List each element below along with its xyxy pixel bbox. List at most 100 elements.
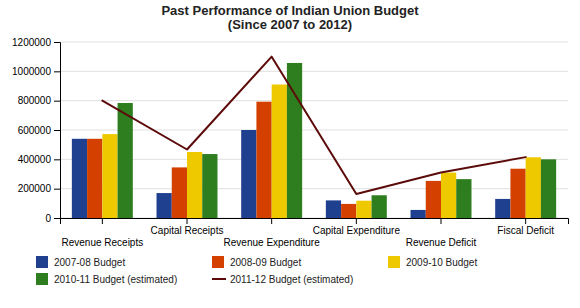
- y-axis: 0 200000 400000 600000 800000 1000000 1200000: [12, 37, 60, 224]
- tick-label: 1200000: [12, 37, 51, 48]
- tick: 1200000: [12, 37, 60, 48]
- tick-label: 0: [45, 213, 51, 224]
- tick-mark: [54, 71, 60, 72]
- tick-mark: [54, 130, 60, 131]
- legend-item: 2010-11 Budget (estimated): [36, 273, 177, 285]
- grid-line: [60, 100, 568, 101]
- bar: [87, 139, 102, 218]
- bar: [426, 181, 441, 218]
- line: [102, 57, 525, 194]
- tick-label: Revenue Deficit: [406, 237, 477, 248]
- bar: [326, 200, 341, 218]
- tick-label: 200000: [18, 183, 52, 194]
- bar: [72, 139, 87, 218]
- bar: [256, 102, 271, 218]
- bar: [202, 154, 217, 218]
- bar: [118, 103, 133, 218]
- legend-swatch: [388, 256, 400, 268]
- bar: [157, 193, 172, 218]
- grid: [60, 42, 568, 218]
- tick-mark: [54, 218, 60, 219]
- tick-label: Revenue Expenditure: [224, 237, 321, 248]
- legend-swatch: [36, 256, 48, 268]
- chart-container: Past Performance of Indian Union Budget(…: [0, 0, 580, 308]
- bar: [411, 210, 426, 218]
- grid-line: [60, 159, 568, 160]
- tick-label: Capital Expenditure: [313, 225, 401, 236]
- legend-label: 2007-08 Budget: [54, 257, 125, 268]
- tick-label: 1000000: [12, 66, 51, 77]
- legend-label: 2008-09 Budget: [230, 257, 301, 268]
- chart: Past Performance of Indian Union Budget(…: [0, 0, 580, 308]
- bar: [356, 201, 371, 218]
- bar: [102, 134, 117, 218]
- tick-mark: [54, 189, 60, 190]
- tick: Capital Expenditure: [313, 218, 401, 236]
- legend-label: 2011-12 Budget (estimated): [230, 274, 353, 285]
- legend-item: 2007-08 Budget: [36, 256, 125, 268]
- axis-line: [61, 219, 569, 225]
- grid-line: [60, 130, 568, 131]
- marks: [72, 57, 556, 218]
- tick-label: Revenue Receipts: [61, 237, 143, 248]
- legend-item: 2009-10 Budget: [388, 256, 477, 268]
- title-line: Past Performance of Indian Union Budget: [161, 3, 419, 18]
- tick-mark: [54, 101, 60, 102]
- tick: Capital Receipts: [151, 218, 224, 236]
- bar-series: [87, 102, 526, 218]
- tick-mark: [187, 218, 188, 224]
- tick-label: 400000: [18, 154, 52, 165]
- tick-label: 800000: [18, 95, 52, 106]
- legend-label: 2009-10 Budget: [406, 257, 477, 268]
- axis-line: [54, 43, 61, 219]
- tick-mark: [441, 218, 442, 224]
- grid-line: [60, 188, 568, 189]
- tick-mark: [356, 218, 357, 224]
- tick: Revenue Expenditure: [224, 218, 321, 248]
- x-axis: Revenue ReceiptsCapital ReceiptsRevenue …: [61, 218, 569, 248]
- title: Past Performance of Indian Union Budget(…: [161, 3, 419, 32]
- legend-swatch: [212, 278, 226, 280]
- tick: Revenue Receipts: [61, 218, 143, 248]
- bar: [526, 157, 541, 218]
- legend: 2007-08 Budget 2008-09 Budget 2009-10 Budg…: [36, 256, 477, 285]
- tick-mark: [525, 218, 526, 224]
- bar: [456, 179, 471, 218]
- tick-label: Fiscal Deficit: [497, 225, 554, 236]
- tick-mark: [271, 218, 272, 224]
- bar: [541, 159, 556, 218]
- tick: 800000: [18, 95, 60, 106]
- plot: 0 200000 400000 600000 800000 1000000 1200000 R…: [12, 37, 568, 248]
- grid-line: [60, 42, 568, 43]
- title-line: (Since 2007 to 2012): [228, 17, 352, 32]
- legend-label: 2010-11 Budget (estimated): [54, 274, 177, 285]
- tick: 200000: [18, 183, 60, 194]
- tick: 600000: [18, 125, 60, 136]
- bar: [510, 169, 525, 218]
- tick-mark: [102, 218, 103, 224]
- tick: 400000: [18, 154, 60, 165]
- bar: [441, 173, 456, 218]
- grid-line: [60, 71, 568, 72]
- bar: [372, 195, 387, 218]
- tick-label: 600000: [18, 125, 52, 136]
- tick: 1000000: [12, 66, 60, 77]
- tick: Fiscal Deficit: [497, 218, 554, 236]
- legend-swatch: [36, 273, 48, 285]
- bar: [172, 167, 187, 218]
- tick-label: Capital Receipts: [151, 225, 224, 236]
- bar: [187, 152, 202, 218]
- legend-item: 2008-09 Budget: [212, 256, 301, 268]
- tick-mark: [54, 42, 60, 43]
- legend-item: 2011-12 Budget (estimated): [212, 274, 353, 285]
- bar: [272, 85, 287, 218]
- bar: [241, 130, 256, 218]
- tick-mark: [54, 159, 60, 160]
- bar-series: [102, 85, 541, 218]
- tick: Revenue Deficit: [406, 218, 477, 248]
- legend-swatch: [212, 256, 224, 268]
- bar: [341, 204, 356, 218]
- bar-series: [118, 63, 557, 218]
- tick: 0: [45, 213, 60, 224]
- bar: [495, 199, 510, 218]
